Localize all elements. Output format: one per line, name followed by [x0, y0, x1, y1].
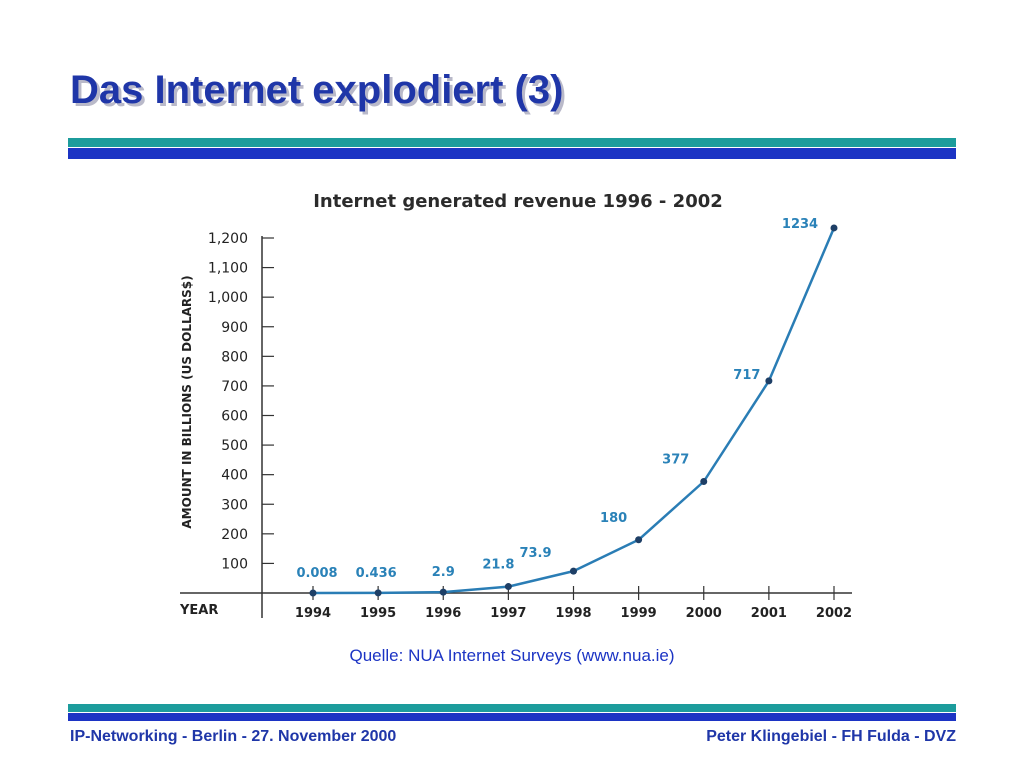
data-label: 73.9 — [519, 546, 551, 561]
footer-author: Peter Klingebiel - FH Fulda - DVZ — [706, 728, 956, 745]
x-tick-label: 1996 — [425, 606, 461, 621]
data-label: 2.9 — [432, 565, 455, 580]
x-tick-label: 2002 — [816, 606, 852, 621]
y-tick-label: 200 — [221, 527, 248, 543]
x-tick-label: 1998 — [555, 606, 591, 621]
data-label: 717 — [733, 368, 760, 383]
y-tick-label: 900 — [221, 320, 248, 336]
x-tick-label: 2000 — [686, 606, 722, 621]
data-label: 0.008 — [296, 566, 337, 581]
y-tick-label: 700 — [221, 379, 248, 395]
y-tick-label: 300 — [221, 497, 248, 513]
data-point — [570, 567, 577, 575]
y-tick-label: 600 — [221, 409, 248, 425]
data-point — [374, 589, 382, 597]
footer-rule-blue — [68, 713, 956, 721]
x-tick-label: 1994 — [295, 606, 331, 621]
y-tick-label: 1,100 — [208, 261, 248, 277]
data-point — [830, 224, 838, 232]
data-label: 0.436 — [356, 566, 397, 581]
y-tick-label: 100 — [221, 556, 248, 572]
data-point — [635, 536, 643, 544]
data-point — [504, 583, 512, 591]
x-tick-label: 1995 — [360, 606, 396, 621]
y-tick-label: 500 — [221, 438, 248, 454]
x-axis-title: YEAR — [179, 603, 218, 618]
y-tick-label: 1,000 — [208, 290, 248, 306]
footer-rule-teal — [68, 704, 956, 712]
source-caption: Quelle: NUA Internet Surveys (www.nua.ie… — [349, 646, 675, 665]
data-label: 1234 — [782, 217, 818, 232]
footer-event: IP-Networking - Berlin - 27. November 20… — [70, 728, 397, 745]
chart-title: Internet generated revenue 1996 - 2002 — [313, 191, 723, 212]
header-rule-teal — [68, 138, 956, 147]
y-tick-label: 1,200 — [208, 231, 248, 247]
series-line — [312, 227, 836, 595]
data-point — [309, 589, 317, 597]
x-tick-label: 2001 — [751, 606, 787, 621]
y-tick-label: 800 — [221, 349, 248, 365]
data-point — [700, 477, 708, 485]
y-tick-label: 400 — [221, 468, 248, 484]
x-tick-label: 1997 — [490, 606, 526, 621]
slide-title: Das Internet explodiert (3) — [70, 68, 564, 112]
header-rule-blue — [68, 148, 956, 159]
x-tick-label: 1999 — [621, 606, 657, 621]
data-label: 21.8 — [482, 558, 514, 573]
data-label: 377 — [662, 452, 689, 467]
y-axis-title: AMOUNT IN BILLIONS (US DOLLARS$) — [180, 275, 194, 528]
data-point — [765, 377, 773, 385]
data-point — [439, 588, 447, 596]
data-label: 180 — [600, 511, 627, 526]
